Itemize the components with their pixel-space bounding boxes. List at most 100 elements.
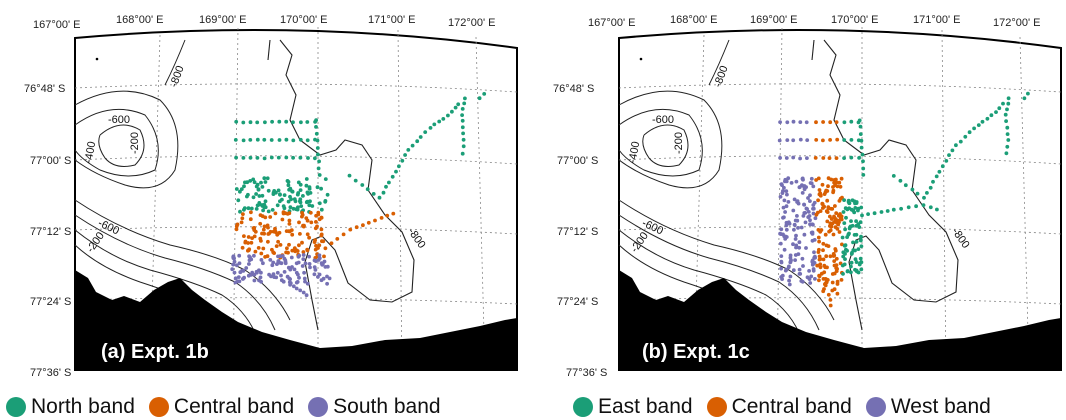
particle-point: [828, 214, 832, 219]
particle-point: [823, 232, 828, 237]
particle-point: [858, 124, 863, 129]
particle-point: [258, 213, 263, 218]
particle-point: [316, 166, 321, 171]
particle-point: [779, 260, 784, 265]
particle-point: [800, 191, 805, 195]
particle-point: [304, 183, 309, 188]
particle-point: [817, 188, 822, 192]
particle-point: [931, 179, 935, 184]
particle-point: [994, 110, 998, 114]
particle-point: [263, 215, 268, 220]
particle-point: [268, 258, 273, 262]
particle-point: [928, 205, 933, 210]
particle-point: [234, 187, 239, 191]
lat-label: 77°00' S: [557, 155, 598, 167]
particle-point: [312, 272, 317, 277]
particle-point: [305, 248, 310, 253]
particle-point: [295, 249, 300, 253]
particle-point: [808, 199, 812, 204]
particle-point: [817, 247, 821, 252]
particle-point: [271, 272, 276, 277]
particle-point: [794, 179, 799, 184]
particle-point: [854, 268, 859, 273]
particle-point: [291, 155, 295, 160]
particle-point: [319, 207, 324, 212]
particle-point: [834, 156, 839, 161]
lat-label: 77°36' S: [566, 367, 607, 379]
particle-point: [314, 220, 318, 224]
particle-point: [858, 256, 863, 261]
particle-point: [450, 109, 454, 114]
particle-point: [321, 261, 325, 266]
particle-point: [915, 191, 920, 196]
particle-point: [854, 232, 859, 237]
particle-point: [849, 138, 854, 142]
particle-point: [234, 155, 239, 160]
particle-point: [832, 259, 837, 263]
particle-point: [781, 215, 785, 220]
particle-point: [803, 211, 808, 215]
particle-point: [305, 281, 310, 286]
particle-point: [301, 194, 305, 198]
particle-point: [906, 205, 911, 210]
particle-point: [811, 184, 816, 189]
particle-point: [266, 188, 271, 193]
particle-point: [353, 178, 358, 183]
particle-point: [287, 222, 292, 226]
particle-point: [286, 180, 291, 184]
particle-point: [301, 253, 306, 257]
particle-point: [290, 248, 295, 253]
particle-point: [319, 227, 324, 232]
particle-point: [800, 256, 805, 261]
particle-point: [305, 120, 310, 124]
particle-point: [291, 138, 296, 143]
particle-point: [252, 180, 257, 185]
particle-point: [794, 245, 798, 250]
particle-point: [831, 232, 836, 237]
particle-point: [809, 274, 814, 279]
particle-point: [317, 159, 321, 164]
particle-point: [787, 278, 791, 283]
particle-point: [1022, 96, 1027, 101]
particle-point: [267, 272, 271, 277]
particle-point: [844, 215, 848, 220]
particle-point: [835, 137, 840, 142]
particle-point: [306, 156, 310, 160]
particle-point: [858, 132, 863, 137]
particle-point: [294, 270, 299, 275]
particle-point: [779, 254, 784, 258]
particle-point: [272, 189, 277, 193]
particle-point: [818, 209, 823, 214]
particle-point: [859, 138, 864, 143]
particle-point: [233, 276, 238, 281]
particle-point: [317, 256, 322, 261]
particle-point: [263, 205, 268, 210]
particle-point: [841, 210, 846, 214]
particle-point: [313, 156, 317, 161]
particle-point: [291, 120, 295, 125]
particle-point: [791, 155, 796, 160]
particle-point: [248, 217, 253, 222]
particle-point: [780, 273, 785, 278]
particle-point: [462, 101, 467, 106]
particle-point: [460, 125, 465, 130]
particle-point: [816, 176, 821, 181]
legend-label: Central band: [173, 395, 295, 418]
particle-point: [290, 265, 294, 269]
particle-point: [831, 190, 835, 195]
particle-point: [273, 226, 277, 231]
particle-point: [781, 189, 785, 193]
particle-point: [811, 203, 816, 207]
particle-point: [259, 258, 264, 262]
particle-point: [779, 227, 784, 232]
lon-axis-a: 167°00' E 168°00' E 169°00' E 170°00' E …: [33, 14, 495, 31]
particle-point: [815, 263, 820, 268]
particle-point: [847, 231, 851, 236]
particle-point: [248, 120, 253, 125]
particle-point: [241, 138, 246, 143]
particle-point: [817, 278, 821, 283]
particle-point: [298, 137, 303, 142]
particle-point: [782, 198, 787, 203]
particle-point: [843, 257, 847, 261]
particle-point: [317, 243, 322, 248]
